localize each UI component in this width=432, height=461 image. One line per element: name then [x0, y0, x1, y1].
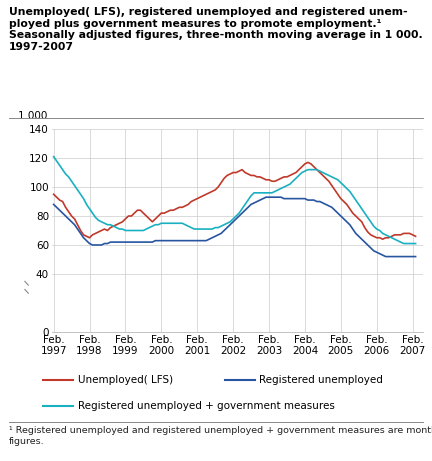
- Text: Registered unemployed: Registered unemployed: [259, 375, 383, 385]
- Unemployed( LFS): [392, 232, 397, 237]
- Unemployed( LFS): [407, 230, 412, 236]
- Text: 1 000: 1 000: [19, 111, 48, 121]
- Registered unemployed: [264, 195, 269, 200]
- Text: Unemployed( LFS): Unemployed( LFS): [78, 375, 173, 385]
- Registered unemployed: [383, 254, 388, 260]
- Registered unemployed + government measures: [404, 241, 409, 246]
- Unemployed( LFS): [135, 207, 140, 213]
- Unemployed( LFS): [168, 207, 173, 213]
- Registered unemployed: [135, 239, 140, 245]
- Registered unemployed + government measures: [413, 241, 418, 246]
- Registered unemployed + government measures: [135, 228, 140, 233]
- Unemployed( LFS): [413, 234, 418, 239]
- Text: Registered unemployed + government measures: Registered unemployed + government measu…: [78, 401, 335, 411]
- Registered unemployed: [284, 196, 289, 201]
- Line: Registered unemployed + government measures: Registered unemployed + government measu…: [54, 157, 416, 243]
- Unemployed( LFS): [248, 173, 254, 178]
- Registered unemployed + government measures: [401, 241, 406, 246]
- Registered unemployed + government measures: [281, 184, 286, 190]
- Registered unemployed: [392, 254, 397, 260]
- Registered unemployed + government measures: [248, 193, 254, 199]
- Line: Unemployed( LFS): Unemployed( LFS): [54, 162, 416, 239]
- Line: Registered unemployed: Registered unemployed: [54, 197, 416, 257]
- Registered unemployed + government measures: [51, 154, 56, 160]
- Registered unemployed: [51, 201, 56, 207]
- Registered unemployed: [407, 254, 412, 260]
- Unemployed( LFS): [305, 160, 311, 165]
- Registered unemployed + government measures: [168, 220, 173, 226]
- Registered unemployed: [168, 238, 173, 243]
- Text: ¹ Registered unemployed and registered unemployed + government measures are mont: ¹ Registered unemployed and registered u…: [9, 426, 432, 446]
- Unemployed( LFS): [51, 191, 56, 197]
- Registered unemployed: [413, 254, 418, 260]
- Registered unemployed: [248, 201, 254, 207]
- Registered unemployed + government measures: [386, 234, 391, 239]
- Unemployed( LFS): [380, 236, 385, 242]
- Text: Unemployed( LFS), registered unemployed and registered unem-
ployed plus governm: Unemployed( LFS), registered unemployed …: [9, 7, 422, 52]
- Unemployed( LFS): [281, 174, 286, 180]
